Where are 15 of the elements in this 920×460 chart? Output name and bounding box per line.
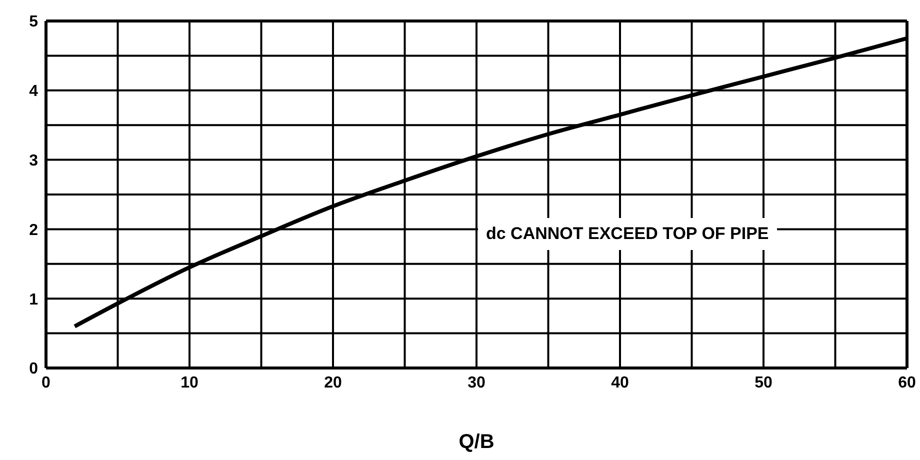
y-tick-label: 4 [29, 83, 38, 100]
y-tick-label: 5 [29, 14, 38, 31]
x-tick-label: 20 [324, 374, 342, 392]
x-tick-label: 60 [898, 374, 916, 392]
x-tick-label: 10 [180, 374, 198, 392]
y-tick-label: 1 [29, 291, 38, 308]
x-tick-label: 40 [611, 374, 629, 392]
annotation: dc CANNOT EXCEED TOP OF PIPE [478, 218, 777, 250]
x-axis-title: Q/B [458, 431, 494, 453]
y-tick-label: 0 [29, 360, 38, 378]
x-tick-label: 50 [754, 374, 772, 392]
x-tick-label: 0 [42, 374, 51, 392]
y-tick-label: 2 [29, 222, 38, 239]
x-tick-label: 30 [468, 374, 486, 392]
y-tick-label: 3 [29, 152, 38, 170]
